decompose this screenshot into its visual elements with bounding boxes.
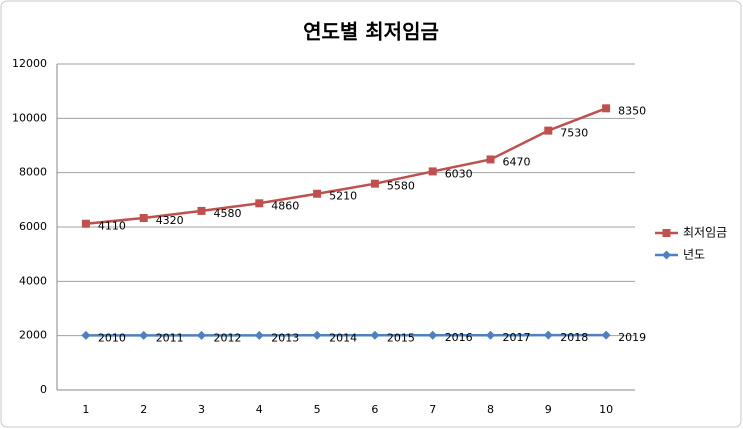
x-tick-label: 10 [599, 403, 613, 416]
y-tick-label: 8000 [19, 166, 47, 179]
x-tick-label: 5 [314, 403, 321, 416]
marker [370, 179, 379, 188]
data-label: 5210 [329, 190, 357, 203]
marker [197, 330, 206, 340]
marker [486, 155, 495, 164]
x-tick-label: 9 [545, 403, 552, 416]
y-tick-label: 2000 [19, 329, 47, 342]
data-label: 7530 [560, 127, 588, 140]
data-label: 6030 [445, 167, 473, 180]
x-tick-label: 4 [256, 403, 263, 416]
data-label: 2013 [271, 331, 299, 344]
y-tick-label: 10000 [12, 111, 47, 124]
marker [81, 330, 91, 340]
marker [601, 330, 611, 340]
x-tick-label: 2 [140, 403, 147, 416]
data-label: 2017 [503, 331, 531, 344]
y-tick-label: 12000 [12, 57, 47, 70]
marker [81, 219, 90, 228]
data-label: 2015 [387, 331, 415, 344]
data-label: 2011 [156, 331, 184, 344]
x-tick-label: 7 [429, 403, 436, 416]
data-label: 4320 [156, 214, 184, 227]
y-tick-label: 4000 [19, 274, 47, 287]
data-label: 2018 [560, 331, 588, 344]
marker [428, 167, 437, 176]
data-label: 4580 [214, 207, 242, 220]
series-line [85, 107, 607, 225]
x-tick-label: 1 [82, 403, 89, 416]
chart-title: 연도별 최저임금 [303, 20, 439, 44]
data-label: 2010 [98, 331, 126, 344]
data-label: 5580 [387, 180, 415, 193]
marker [428, 330, 438, 340]
x-tick-label: 3 [198, 403, 205, 416]
y-tick-label: 0 [40, 383, 47, 396]
data-label: 2014 [329, 331, 357, 344]
data-label: 2016 [445, 331, 473, 344]
marker [543, 330, 553, 340]
data-label: 4110 [98, 220, 126, 233]
marker [662, 229, 671, 237]
data-label: 2019 [618, 331, 646, 344]
marker [255, 199, 264, 208]
marker [139, 330, 149, 340]
marker [662, 250, 671, 260]
marker [254, 330, 264, 340]
marker [312, 330, 322, 340]
marker [544, 126, 553, 135]
x-tick-label: 8 [487, 403, 494, 416]
marker [486, 330, 495, 340]
data-label: 4860 [271, 199, 299, 212]
x-tick-label: 6 [371, 403, 378, 416]
legend-label: 최저임금 [683, 226, 727, 240]
data-label: 6470 [503, 155, 531, 168]
marker [602, 104, 611, 113]
data-label: 2012 [214, 331, 242, 344]
marker [370, 330, 380, 340]
y-tick-label: 6000 [19, 220, 47, 233]
marker [139, 214, 148, 223]
marker [313, 189, 322, 198]
data-label: 8350 [618, 104, 646, 117]
marker [197, 206, 206, 215]
legend-label: 년도 [683, 248, 705, 262]
